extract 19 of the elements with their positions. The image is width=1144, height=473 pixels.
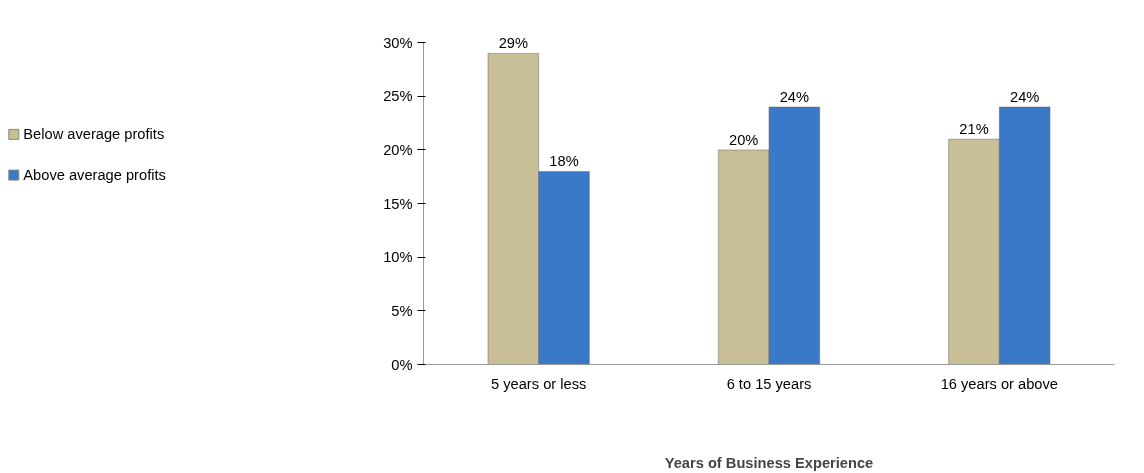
x-tick-label: 5 years or less [491,375,587,392]
y-tick-label: 0% [391,356,413,373]
y-tick-label: 5% [391,302,413,319]
data-label: 29% [498,35,529,52]
x-tick-label: 16 years or above [940,375,1058,392]
data-label: 21% [959,121,989,138]
data-label: 24% [1010,89,1040,106]
data-label: 20% [729,131,759,148]
y-tick-label: 25% [383,88,413,105]
y-tick-label: 30% [383,34,413,51]
y-tick-label: 20% [383,141,413,158]
legend-label: Below average profits [23,126,165,143]
y-tick-label: 15% [383,195,413,212]
legend-label: Above average profits [23,167,166,184]
x-tick-label: 6 to 15 years [726,375,812,392]
data-label: 18% [549,153,579,170]
y-tick-label: 10% [383,249,413,266]
x-axis-title: Years of Business Experience [664,454,874,471]
data-label: 24% [779,89,810,106]
